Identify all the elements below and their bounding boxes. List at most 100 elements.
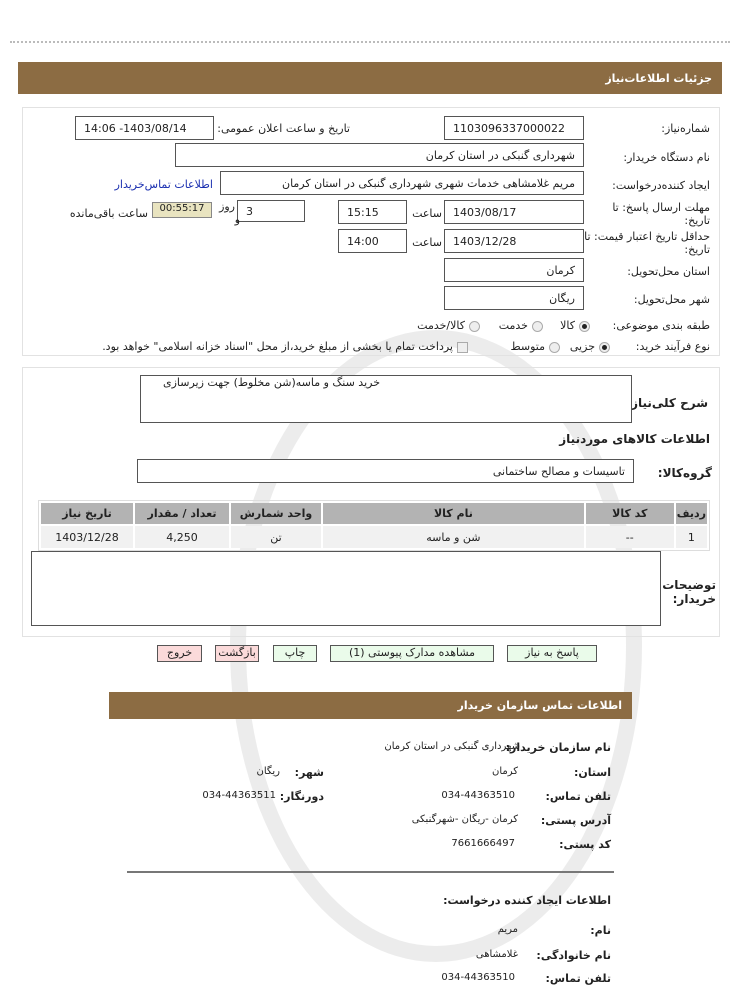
buyer-field[interactable]: شهرداری گنبکی در استان کرمان: [175, 143, 584, 167]
description-label: شرح کلی‌نیاز:: [626, 396, 708, 410]
category-radio-both[interactable]: کالا/خدمت: [417, 319, 480, 332]
radio-label: کالا/خدمت: [417, 319, 465, 332]
and-label: و: [234, 213, 240, 226]
cell-code: --: [585, 526, 674, 548]
need-number-label: شماره‌نیاز:: [661, 122, 710, 135]
treasury-note: پرداخت تمام یا بخشی از مبلغ خرید،از محل …: [102, 340, 453, 353]
category-label: طبقه بندی موضوعی:: [612, 319, 710, 332]
treasury-checkbox[interactable]: پرداخت تمام یا بخشی از مبلغ خرید،از محل …: [102, 340, 468, 353]
creator-phone-value: 034-44363510: [441, 972, 515, 983]
deadline-time-field[interactable]: 15:15: [338, 200, 407, 224]
province-label: استان محل‌تحویل:: [627, 265, 710, 278]
col-date: تاریخ نیاز: [41, 503, 133, 524]
creator-phone-label: تلفن تماس:: [545, 972, 611, 985]
details-panel: [22, 367, 720, 637]
announce-field[interactable]: 1403/08/14- 14:06: [75, 116, 214, 140]
goods-table: ردیف کد کالا نام کالا واحد شمارش تعداد /…: [39, 501, 709, 550]
back-button[interactable]: بازگشت: [215, 645, 259, 662]
buyer-label: نام دستگاه‌ خریدار:: [623, 151, 710, 164]
address-label: آدرس پستی:: [540, 814, 611, 827]
phone-label: تلفن تماس:: [545, 790, 611, 803]
col-row: ردیف: [675, 503, 707, 524]
col-name: نام کالا: [323, 503, 584, 524]
cell-qty: 4,250: [135, 526, 229, 548]
cell-name: شن و ماسه: [323, 526, 584, 548]
cell-date: 1403/12/28: [41, 526, 133, 548]
goods-title: اطلاعات کالاهای موردنیاز: [559, 432, 710, 446]
days-label: روز: [219, 200, 235, 213]
checkbox-icon: [457, 341, 468, 353]
creator-info-title: اطلاعات ایجاد کننده درخواست:: [443, 894, 611, 907]
province-field[interactable]: کرمان: [444, 258, 584, 282]
fax-label: دورنگار:: [279, 790, 324, 803]
remaining-timer: 00:55:17: [152, 202, 212, 218]
radio-icon: [532, 320, 543, 332]
deadline-time-label: ساعت: [412, 207, 442, 220]
remaining-label: ساعت باقی‌مانده: [69, 207, 148, 220]
validity-label: حداقل تاریخ اعتبار قیمت: تا تاریخ:: [584, 230, 710, 256]
process-radio-medium[interactable]: متوسط: [510, 340, 560, 353]
attachments-button[interactable]: مشاهده مدارک پیوستی (1): [330, 645, 494, 662]
page-header: جزئیات اطلاعات‌نیاز: [18, 62, 722, 94]
radio-icon: [469, 320, 480, 332]
name-label: نام:: [590, 924, 611, 937]
address-value: کرمان -ریگان -شهرگنبکی: [411, 814, 518, 825]
buyer-contact-link[interactable]: اطلاعات تماس‌خریدار: [114, 178, 213, 191]
radio-label: جزیی: [569, 340, 595, 353]
process-radio-minor[interactable]: جزیی: [570, 340, 610, 353]
contact-title: اطلاعات تماس سازمان خریدار: [457, 699, 622, 712]
contact-header: اطلاعات تماس سازمان خریدار: [109, 692, 632, 719]
exit-button[interactable]: خروج: [157, 645, 202, 662]
page-title: جزئیات اطلاعات‌نیاز: [605, 71, 712, 85]
family-value: غلامشاهی: [475, 949, 518, 960]
col-code: کد کالا: [585, 503, 674, 524]
validity-time-field[interactable]: 14:00: [338, 229, 407, 253]
radio-label: کالا: [560, 319, 575, 332]
category-radio-service[interactable]: خدمت: [499, 319, 543, 332]
radio-selected-icon: [579, 320, 590, 332]
info-panel: [22, 107, 720, 356]
contact-province-value: کرمان: [491, 766, 518, 777]
fax-value: 034-44363511: [202, 790, 276, 801]
group-field[interactable]: تاسیسات و مصالح ساختمانی: [137, 459, 634, 483]
radio-icon: [549, 341, 560, 353]
postal-value: 7661666497: [451, 838, 515, 849]
cell-unit: تن: [231, 526, 321, 548]
name-value: مریم: [497, 924, 518, 935]
city-label: شهر محل‌تحویل:: [633, 293, 710, 306]
print-button[interactable]: چاپ: [273, 645, 317, 662]
description-text: خرید سنگ و ماسه(شن مخلوط) جهت زیرسازی: [163, 376, 381, 389]
category-radio-goods[interactable]: کالا: [560, 319, 590, 332]
table-header-row: ردیف کد کالا نام کالا واحد شمارش تعداد /…: [41, 503, 707, 524]
radio-label: خدمت: [498, 319, 528, 332]
deadline-label: مهلت ارسال پاسخ: تا تاریخ:: [612, 201, 710, 227]
reply-button[interactable]: پاسخ به نیاز: [507, 645, 597, 662]
col-qty: تعداد / مقدار: [135, 503, 229, 524]
postal-label: کد پستی:: [559, 838, 611, 851]
radio-label: متوسط: [510, 340, 545, 353]
goods-table-wrap: ردیف کد کالا نام کالا واحد شمارش تعداد /…: [38, 500, 710, 551]
notes-textarea[interactable]: [31, 551, 661, 626]
contact-city-label: شهر:: [294, 766, 324, 779]
description-textarea[interactable]: خرید سنگ و ماسه(شن مخلوط) جهت زیرسازی: [140, 375, 632, 423]
process-label: نوع فرآیند خرید:: [635, 340, 710, 353]
radio-selected-icon: [599, 341, 610, 353]
org-label: نام سازمان خریدار:: [505, 741, 611, 754]
contact-city-value: ریگان: [256, 766, 280, 777]
contact-divider: [127, 871, 614, 873]
announce-label: تاریخ و ساعت اعلان عمومی:: [217, 122, 350, 135]
table-row: 1 -- شن و ماسه تن 4,250 1403/12/28: [41, 526, 707, 548]
need-number-field[interactable]: 1103096337000022: [444, 116, 584, 140]
notes-label: توضیحات خریدار:: [662, 578, 716, 606]
validity-date-field[interactable]: 1403/12/28: [444, 229, 584, 253]
contact-province-label: استان:: [574, 766, 611, 779]
org-value: شهرداری گنبکی در استان کرمان: [384, 741, 520, 752]
creator-field[interactable]: مریم غلامشاهی خدمات شهری شهرداری گنبکی د…: [220, 171, 584, 195]
family-label: نام خانوادگی:: [536, 949, 611, 962]
days-field[interactable]: 3: [237, 200, 305, 222]
creator-label: ایجاد کننده‌درخواست:: [612, 179, 710, 192]
deadline-date-field[interactable]: 1403/08/17: [444, 200, 584, 224]
top-divider: [10, 41, 730, 43]
city-field[interactable]: ریگان: [444, 286, 584, 310]
phone-value: 034-44363510: [441, 790, 515, 801]
